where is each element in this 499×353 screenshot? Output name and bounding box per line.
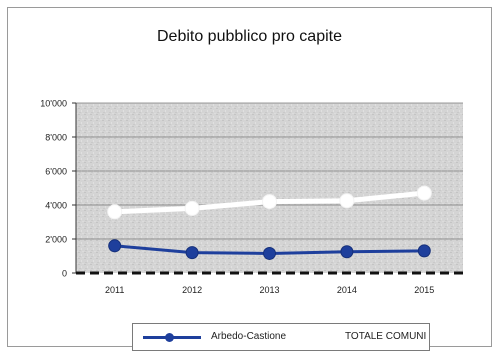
y-tick-label: 2'000 (45, 235, 67, 245)
x-tick-label: 2015 (414, 285, 434, 295)
data-point-arbedo-castione (263, 246, 276, 260)
x-tick-label: 2012 (182, 285, 202, 295)
data-point-arbedo-castione (417, 244, 431, 258)
y-tick-label: 8'000 (45, 133, 67, 143)
legend-label-arbedo-castione: Arbedo-Castione (211, 331, 287, 342)
data-point-totale-comuni (184, 200, 200, 216)
x-tick-label: 2011 (105, 285, 124, 295)
chart-title: Debito pubblico pro capite (156, 28, 342, 45)
data-point-arbedo-castione (185, 246, 199, 260)
x-tick-label: 2014 (337, 285, 357, 295)
data-point-arbedo-castione (108, 239, 122, 253)
data-point-totale-comuni (339, 193, 355, 209)
y-tick-label: 6'000 (45, 167, 67, 177)
y-tick-label: 0 (62, 269, 67, 279)
plot-area (76, 103, 463, 273)
legend-marker-arbedo-castione (165, 333, 174, 342)
data-point-arbedo-castione (340, 245, 354, 259)
chart-legend: Arbedo-Castione TOTALE COMUNI (132, 323, 430, 351)
y-tick-label: 4'000 (45, 201, 67, 211)
data-point-totale-comuni (107, 204, 123, 220)
y-tick-label: 10'000 (40, 99, 67, 109)
x-tick-label: 2013 (259, 285, 279, 295)
data-point-totale-comuni (416, 185, 432, 201)
data-point-totale-comuni (262, 194, 277, 210)
legend-label-totale-comuni: TOTALE COMUNI (345, 331, 427, 342)
